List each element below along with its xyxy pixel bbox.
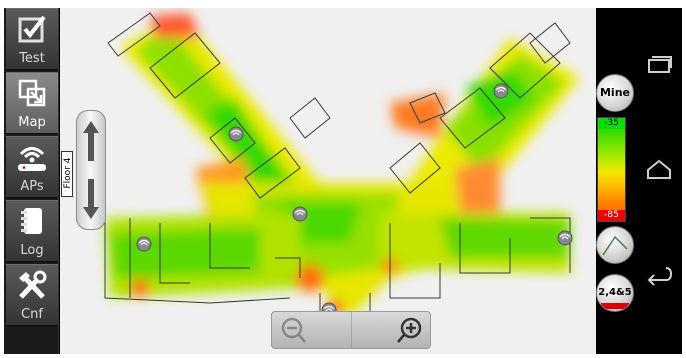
zoom-out-button[interactable]	[272, 312, 352, 348]
zoom-in-icon	[397, 317, 422, 343]
wifi-router-icon	[18, 147, 46, 171]
signal-graph-icon	[602, 235, 628, 256]
app-window: Test Map APs	[4, 8, 682, 354]
back-icon	[647, 267, 673, 286]
zoom-control	[271, 311, 431, 349]
legend-min-label: -85	[598, 210, 625, 221]
recent-apps-icon	[648, 56, 672, 73]
sidebar-item-log[interactable]: Log	[6, 200, 58, 262]
home-icon	[647, 159, 671, 179]
signal-heatmap	[104, 12, 580, 349]
band-indicator	[601, 303, 629, 309]
recent-apps-button[interactable]	[646, 52, 672, 78]
access-point-icon[interactable]	[292, 206, 308, 222]
access-point-icon[interactable]	[136, 236, 152, 252]
floor-down-button[interactable]	[82, 177, 100, 221]
home-button[interactable]	[646, 156, 672, 182]
notebook-icon	[21, 208, 42, 234]
zoom-out-icon	[281, 317, 306, 343]
heatmap-layer	[105, 13, 580, 318]
sidebar-item-label: APs	[20, 179, 44, 194]
access-point-icon[interactable]	[228, 126, 244, 142]
arrow-up-icon	[83, 121, 99, 161]
mode-button-label: Mine	[599, 86, 630, 99]
access-point-icon[interactable]	[557, 230, 573, 246]
sidebar-item-map[interactable]: Map	[6, 72, 58, 134]
sidebar-item-label: Cnf	[21, 307, 43, 322]
tool-sidebar: Test Map APs	[4, 8, 59, 354]
sidebar-item-label: Test	[19, 51, 45, 66]
heatmap-canvas[interactable]: Floor 4	[60, 8, 596, 354]
system-nav-bar	[636, 8, 682, 354]
floor-selector	[76, 110, 106, 230]
map-pin-icon	[18, 79, 46, 107]
right-panel: Mine -35 -85 2,4&5	[596, 8, 636, 354]
checkbox-icon	[18, 15, 46, 43]
floor-label-text: Floor 4	[63, 157, 73, 189]
floor-up-button[interactable]	[82, 119, 100, 163]
arrow-down-icon	[83, 179, 99, 219]
signal-legend: -35 -85	[597, 117, 626, 222]
band-button[interactable]: 2,4&5	[596, 274, 634, 312]
sidebar-item-label: Map	[18, 115, 46, 130]
floor-label: Floor 4	[61, 151, 73, 197]
tools-icon	[19, 270, 47, 299]
sidebar-item-label: Log	[20, 243, 44, 258]
zoom-in-button[interactable]	[352, 312, 430, 348]
sidebar-item-test[interactable]: Test	[6, 8, 58, 70]
mode-button[interactable]: Mine	[596, 74, 634, 112]
legend-max-label: -35	[598, 118, 625, 129]
sidebar-item-cnf[interactable]: Cnf	[6, 264, 58, 326]
access-point-markers	[136, 83, 573, 318]
measure-button[interactable]	[596, 226, 634, 264]
sidebar-item-aps[interactable]: APs	[6, 136, 58, 198]
back-button[interactable]	[646, 260, 673, 286]
band-button-label: 2,4&5	[598, 287, 632, 298]
access-point-icon[interactable]	[493, 83, 509, 99]
